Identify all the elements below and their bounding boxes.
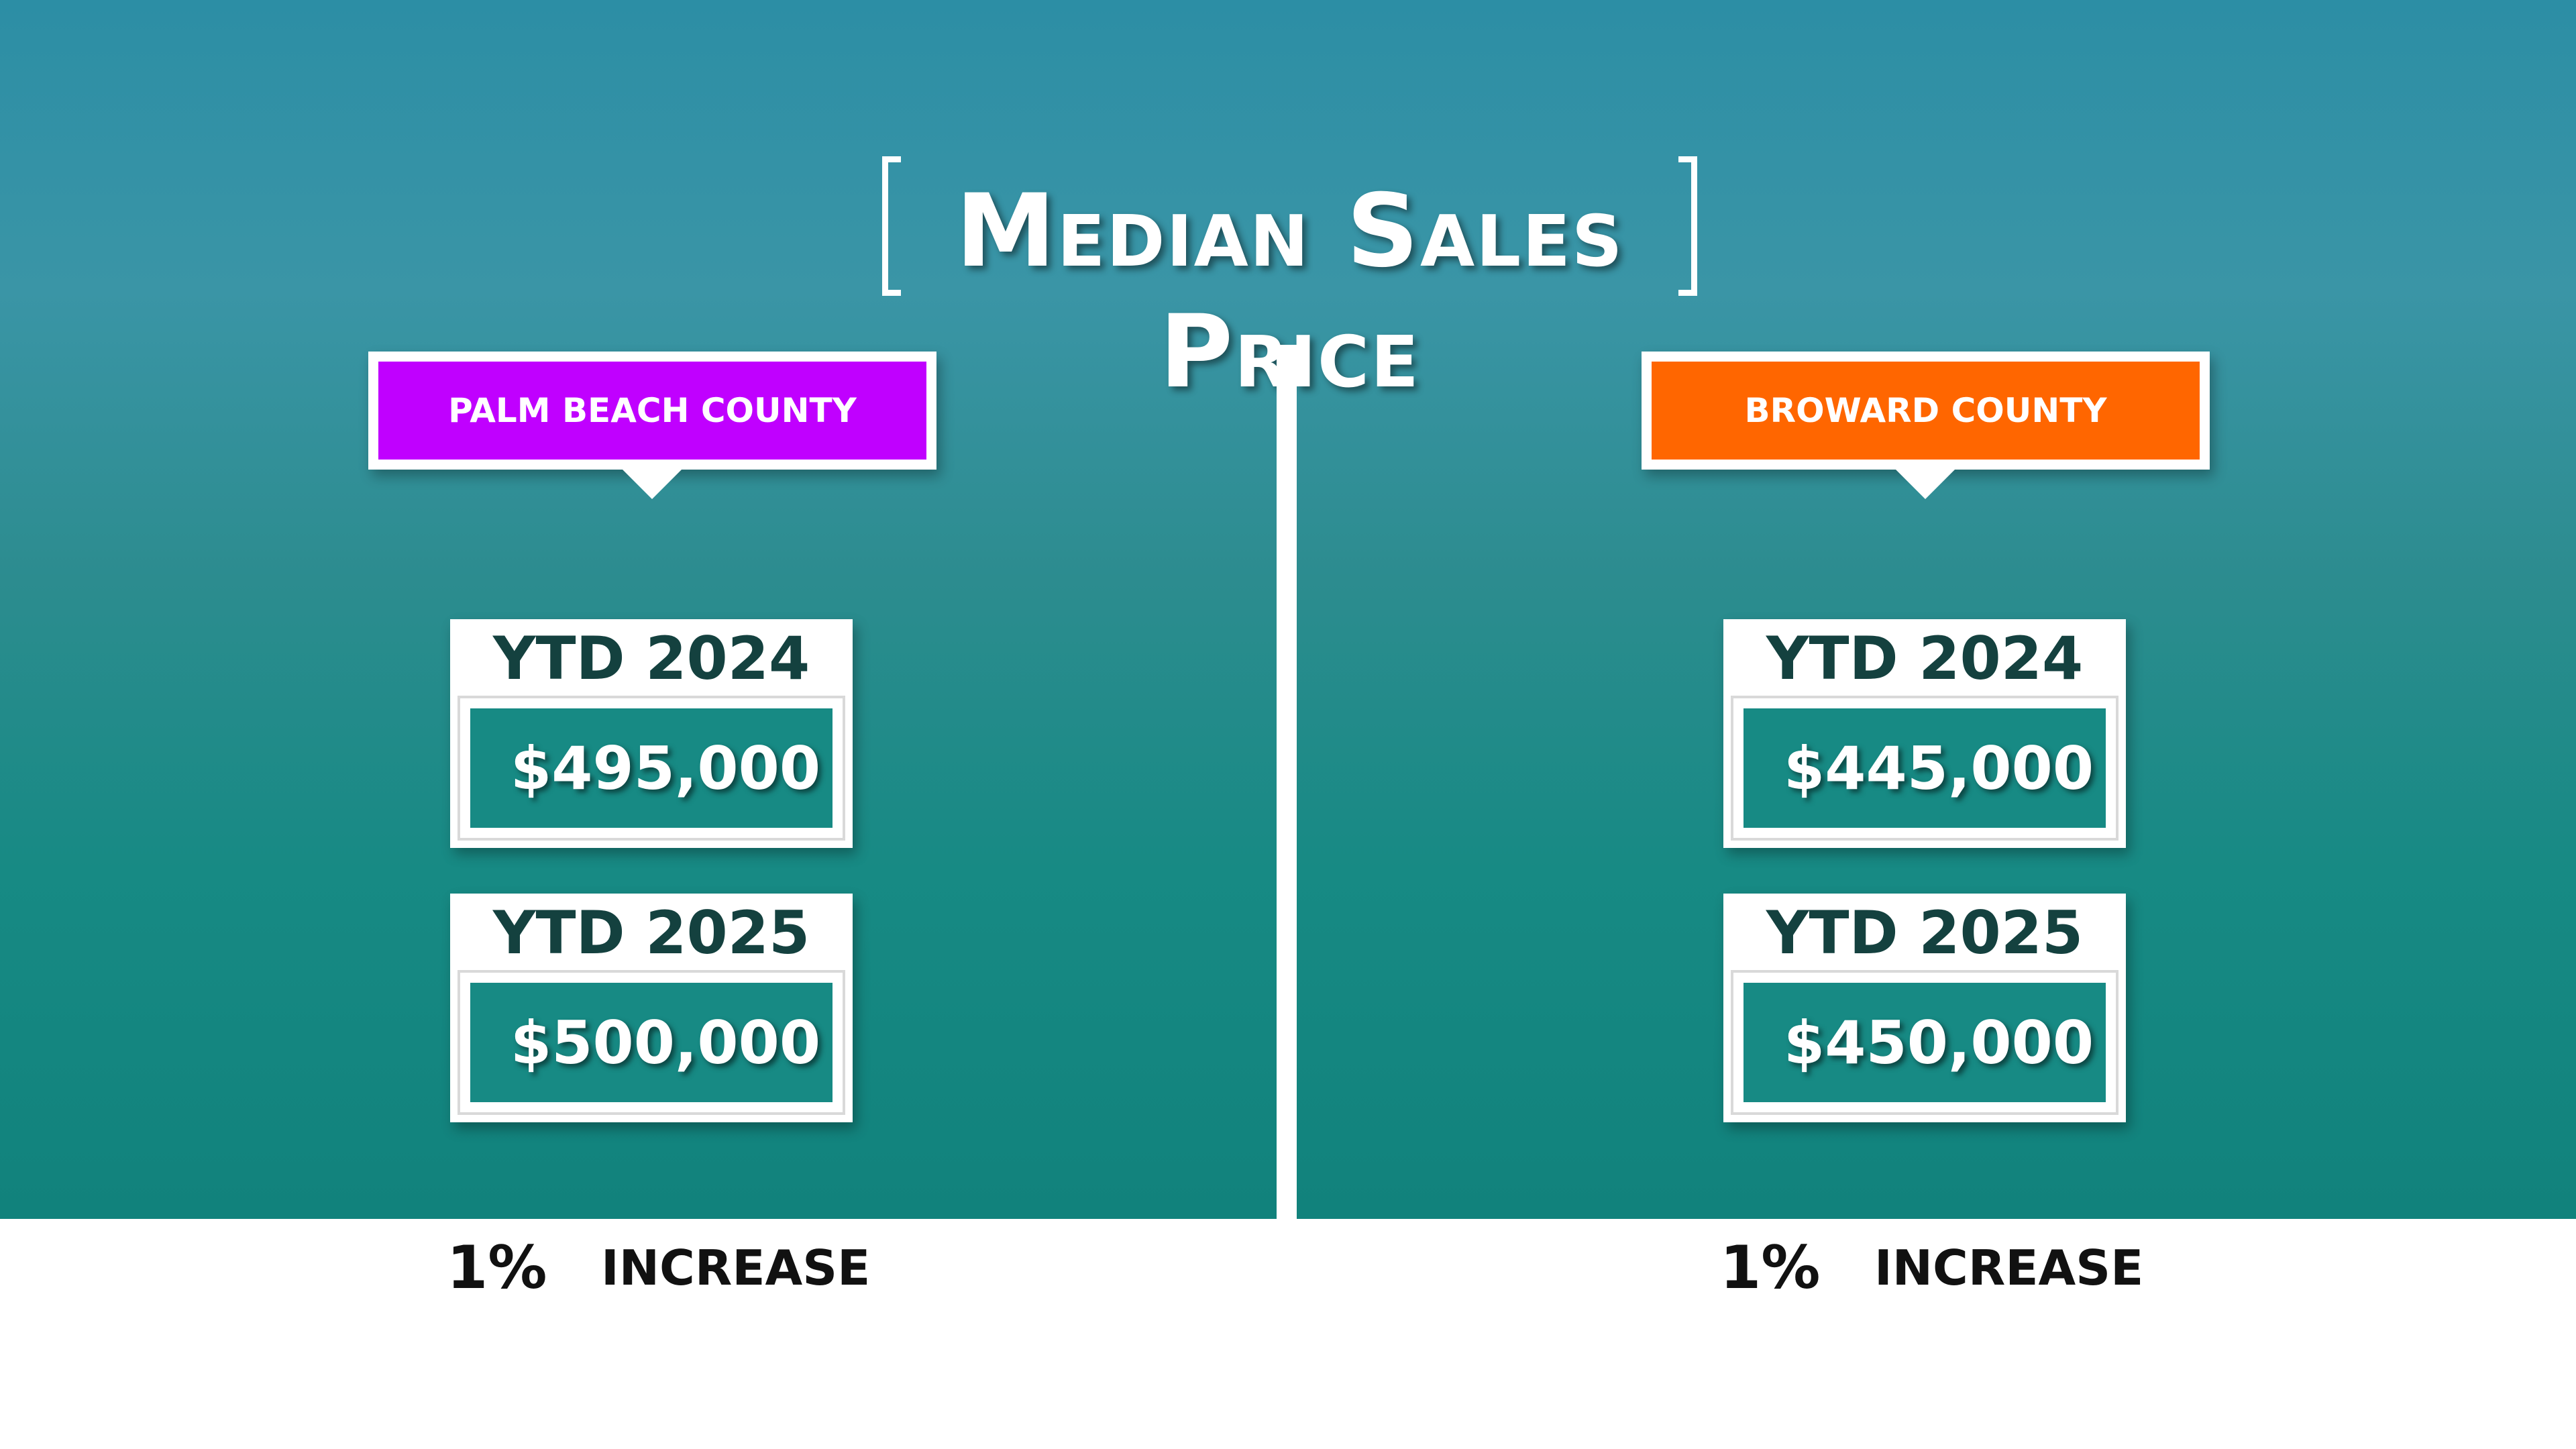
value-box: $500,000: [458, 970, 845, 1115]
period-label: YTD 2025: [492, 898, 810, 967]
county-tag: PALM BEACH COUNTY: [368, 352, 936, 499]
county-tag: BROWARD COUNTY: [1642, 352, 2210, 499]
value-box: $445,000: [1731, 696, 2118, 841]
value-box: $450,000: [1731, 970, 2118, 1115]
county-label: BROWARD COUNTY: [1652, 362, 2200, 460]
value-card: YTD 2025 $450,000: [1723, 894, 2126, 1122]
bracket-right: [1678, 156, 1697, 296]
tag-pointer: [1892, 466, 1959, 499]
price-value: $450,000: [1784, 1008, 2094, 1077]
tag-pointer: [619, 466, 686, 499]
price-value: $445,000: [1784, 733, 2094, 803]
value-card: YTD 2024 $445,000: [1723, 619, 2126, 848]
price-value: $500,000: [511, 1008, 821, 1077]
value-box: $495,000: [458, 696, 845, 841]
change-label: INCREASE: [1874, 1240, 2144, 1296]
period-label: YTD 2025: [1766, 898, 2084, 967]
footer-band: [0, 1219, 2576, 1449]
divider: [1277, 345, 1297, 1219]
change-value: 1%: [447, 1233, 547, 1302]
value-card: YTD 2025 $500,000: [450, 894, 853, 1122]
title: Median Sales Price: [955, 173, 1624, 411]
change-value: 1%: [1720, 1233, 1821, 1302]
price-value: $495,000: [511, 733, 821, 803]
county-label: PALM BEACH COUNTY: [378, 362, 926, 460]
period-label: YTD 2024: [1766, 624, 2084, 693]
value-card: YTD 2024 $495,000: [450, 619, 853, 848]
change-label: INCREASE: [601, 1240, 871, 1296]
period-label: YTD 2024: [492, 624, 810, 693]
bracket-left: [882, 156, 901, 296]
